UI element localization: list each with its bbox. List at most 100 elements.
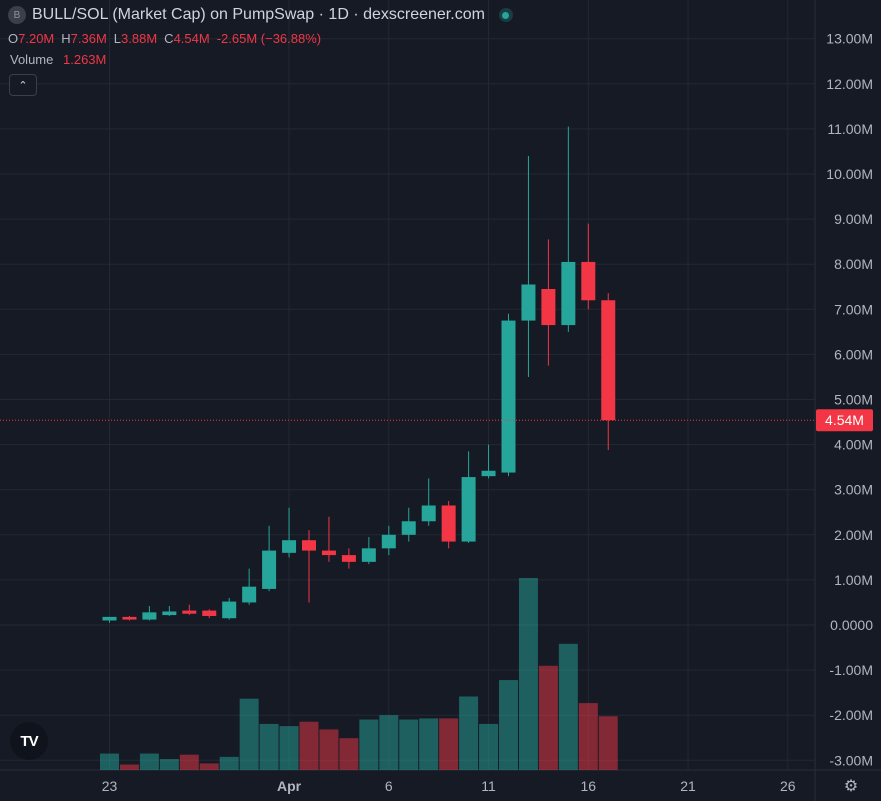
volume-bar <box>119 764 139 770</box>
candle-body <box>421 505 436 522</box>
green-dot-icon <box>498 8 513 22</box>
x-axis: 23 Apr 6 11 16 21 26 <box>102 778 796 794</box>
volume-bar <box>479 723 499 770</box>
volume-bars <box>100 578 618 770</box>
y-tick-label: 4.00M <box>834 437 873 453</box>
y-tick-label: 3.00M <box>834 482 873 498</box>
candle-body <box>122 616 137 620</box>
volume-bar <box>219 756 239 770</box>
candle-body <box>461 477 476 542</box>
volume-bar <box>578 703 598 770</box>
volume-bar <box>299 721 319 770</box>
volume-bar <box>239 698 259 770</box>
candle-body <box>541 289 556 326</box>
volume-bar <box>259 723 279 770</box>
candle-body <box>222 601 237 619</box>
candle-body <box>341 555 356 562</box>
symbol-icon: B <box>8 6 26 24</box>
last-price-tag: 4.54M <box>816 409 873 432</box>
y-tick-label: 0.0000 <box>830 617 873 633</box>
y-tick-label: 10.00M <box>826 166 873 182</box>
y-tick-label: 6.00M <box>834 346 873 362</box>
volume-bar <box>339 738 359 770</box>
volume-label: Volume <box>10 52 54 67</box>
y-tick-label: -1.00M <box>829 662 873 678</box>
candle-body <box>302 540 316 551</box>
candle-body <box>102 616 117 621</box>
low-value: 3.88M <box>121 31 158 46</box>
volume-bar <box>558 643 578 770</box>
high-value: 7.36M <box>70 31 107 46</box>
candle-body <box>162 611 177 616</box>
y-tick-label: 8.00M <box>834 256 873 272</box>
candle-body <box>501 320 516 473</box>
volume-value: 1.263M <box>63 52 107 67</box>
chart-title: BULL/SOL (Market Cap) on PumpSwap · 1D ·… <box>32 6 485 23</box>
candle-body <box>381 534 396 549</box>
tradingview-logo[interactable]: TV <box>10 722 48 760</box>
candle-body <box>401 521 416 535</box>
y-tick-label: -3.00M <box>829 752 873 768</box>
volume-bar <box>419 718 439 770</box>
volume-bar <box>139 753 159 770</box>
chevron-up-icon[interactable]: ⌃ <box>9 74 37 96</box>
y-tick-label: -2.00M <box>829 707 873 723</box>
close-label: C <box>164 31 174 46</box>
y-tick-label: 13.00M <box>826 31 873 47</box>
candle-body <box>481 470 496 477</box>
x-tick-label: 26 <box>780 778 796 794</box>
volume-bar <box>100 753 119 770</box>
volume-bar <box>319 729 339 770</box>
volume-bar <box>199 763 219 770</box>
candle-body <box>202 610 217 616</box>
y-tick-label: 11.00M <box>827 121 873 137</box>
candle-body <box>601 300 616 421</box>
last-price-tag-bg <box>816 409 873 432</box>
candle-body <box>441 505 456 542</box>
high-label: H <box>61 31 71 46</box>
x-tick-label: 16 <box>581 778 597 794</box>
low-label: L <box>113 31 122 46</box>
volume-bar <box>179 754 199 770</box>
volume-bar <box>538 665 558 770</box>
gear-icon[interactable]: ⚙ <box>843 778 859 795</box>
x-tick-label: 11 <box>481 778 496 794</box>
volume-bar <box>439 718 459 770</box>
ohlc-legend: O 7.20M H 7.36M L 3.88M C 4.54M -2.65M (… <box>8 31 328 46</box>
volume-bar <box>518 578 538 770</box>
candle-body <box>321 550 336 556</box>
candles <box>102 126 616 623</box>
candle-body <box>182 610 197 614</box>
close-value: 4.54M <box>173 31 210 46</box>
volume-bar <box>399 719 419 770</box>
open-value: 7.20M <box>18 31 55 46</box>
change-value: -2.65M (−36.88%) <box>216 31 322 46</box>
candle-body <box>361 548 376 562</box>
candle-body <box>521 284 536 321</box>
y-tick-label: 9.00M <box>834 211 873 227</box>
y-axis: 13.00M 12.00M 11.00M 10.00M 9.00M 8.00M 7.00M 6… <box>826 31 873 769</box>
last-price-label: 4.54M <box>825 412 864 428</box>
volume-bar <box>159 759 179 770</box>
candle-body <box>262 550 277 589</box>
volume-bar <box>499 680 518 770</box>
candle-body <box>581 261 596 301</box>
candle-body <box>561 261 576 326</box>
x-tick-label: 6 <box>385 778 393 794</box>
volume-bar <box>359 719 379 770</box>
y-tick-label: 7.00M <box>834 301 873 317</box>
y-tick-label: 5.00M <box>834 392 873 408</box>
y-tick-label: 2.00M <box>834 527 873 543</box>
volume-bar <box>459 696 479 770</box>
candle-body <box>242 586 257 603</box>
open-label: O <box>8 31 19 46</box>
chart-header: B BULL/SOL (Market Cap) on PumpSwap · 1D… <box>8 6 513 24</box>
candle-body <box>142 612 157 620</box>
volume-bar <box>279 726 299 770</box>
x-tick-label: 23 <box>102 778 118 794</box>
volume-legend: Volume 1.263M <box>10 52 106 67</box>
x-tick-label: 21 <box>680 778 696 794</box>
y-tick-label: 1.00M <box>834 572 873 588</box>
